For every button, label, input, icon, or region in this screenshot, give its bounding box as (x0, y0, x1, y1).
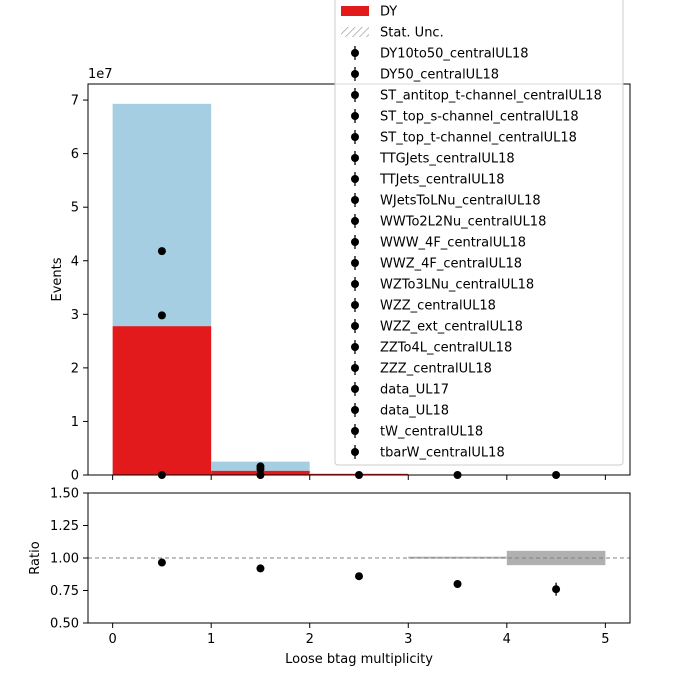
legend-marker (351, 427, 359, 435)
legend-marker (351, 448, 359, 456)
ratio-panel: 0.50 0.75 1.00 1.25 1.50 0 1 2 3 4 5 Loose btag mul… (28, 487, 631, 667)
legend-marker (351, 259, 359, 267)
ratio-point (157, 558, 166, 567)
legend-marker (351, 112, 359, 120)
legend-label: TTGJets_centralUL18 (379, 152, 515, 167)
stacked-bar (112, 103, 212, 327)
legend-marker (351, 196, 359, 204)
legend-label: DY50_centralUL18 (380, 68, 499, 83)
legend-marker (351, 343, 359, 351)
y-tick-label: 0 (71, 469, 79, 484)
legend-label: tbarW_centralUL18 (380, 446, 505, 461)
x-axis-label: Loose btag multiplicity (285, 652, 433, 667)
legend-label: DY (380, 5, 397, 20)
legend-marker (351, 133, 359, 141)
ratio-y-axis-label: Ratio (28, 541, 43, 574)
legend-marker (351, 217, 359, 225)
y-offset-label: 1e7 (88, 67, 113, 82)
ratio-axes-frame (87, 492, 631, 624)
legend-marker (351, 70, 359, 78)
legend-label: ST_top_s-channel_centralUL18 (380, 110, 579, 125)
legend-label: TTJets_centralUL18 (379, 173, 505, 188)
main-panel: 0 1 2 3 4 5 6 7 1e7 Events (50, 67, 631, 484)
legend-marker (351, 364, 359, 372)
legend-label: data_UL18 (380, 404, 449, 419)
legend: DY Stat. Unc. DY10to50_centralUL18 DY50_cen… (334, 0, 624, 466)
y-tick-label: 6 (71, 147, 79, 162)
legend-label: WZZ_ext_centralUL18 (380, 320, 523, 335)
legend-marker (351, 322, 359, 330)
legend-label: WWW_4F_centralUL18 (380, 236, 526, 251)
legend-marker (351, 238, 359, 246)
y-tick-label: 3 (71, 308, 79, 323)
legend-label: ZZZ_centralUL18 (380, 362, 492, 377)
y-axis-label: Events (50, 257, 65, 301)
data-point (157, 247, 166, 256)
x-tick-label: 5 (601, 632, 609, 647)
ratio-y-tick-label: 1.50 (50, 487, 79, 502)
legend-label: ZZTo4L_centralUL18 (380, 341, 512, 356)
uncertainty-band (408, 556, 507, 559)
legend-hatch (341, 27, 369, 37)
ratio-y-tick-label: 0.50 (50, 617, 79, 632)
legend-marker (351, 385, 359, 393)
ratio-y-tick-label: 1.25 (50, 519, 79, 534)
x-tick-label: 2 (306, 632, 314, 647)
data-point (157, 311, 166, 320)
y-tick-label: 4 (71, 254, 79, 269)
x-tick-label: 1 (207, 632, 215, 647)
legend-label: tW_centralUL18 (380, 425, 483, 440)
legend-label: ST_top_t-channel_centralUL18 (380, 131, 577, 146)
legend-label: WJetsToLNu_centralUL18 (380, 194, 541, 209)
ratio-point (355, 572, 363, 581)
y-tick-label: 7 (71, 94, 79, 109)
legend-label: WZZ_centralUL18 (380, 299, 496, 314)
legend-marker (351, 406, 359, 414)
legend-label: WWTo2L2Nu_centralUL18 (380, 215, 546, 230)
legend-label: DY10to50_centralUL18 (380, 47, 529, 62)
legend-marker (351, 154, 359, 162)
ratio-point (552, 585, 561, 594)
ratio-point (453, 580, 462, 588)
legend-patch (341, 6, 369, 16)
legend-marker (351, 91, 359, 99)
legend-marker (351, 280, 359, 288)
legend-marker (351, 175, 359, 183)
legend-label: Stat. Unc. (380, 26, 444, 41)
ratio-y-tick-label: 1.00 (50, 552, 79, 567)
ratio-y-tick-label: 0.75 (50, 584, 79, 599)
x-tick-label: 0 (108, 632, 116, 647)
legend-marker (351, 301, 359, 309)
x-tick-label: 4 (503, 632, 511, 647)
x-tick-label: 3 (404, 632, 412, 647)
legend-label: data_UL17 (380, 383, 449, 398)
data-point (256, 465, 265, 474)
y-tick-label: 1 (71, 415, 79, 430)
y-tick-label: 2 (71, 361, 79, 376)
legend-label: WZTo3LNu_centralUL18 (380, 278, 534, 293)
ratio-point (256, 564, 265, 573)
legend-box (334, 0, 624, 466)
legend-marker (351, 49, 359, 57)
stacked-bar (112, 326, 212, 475)
legend-label: WWZ_4F_centralUL18 (380, 257, 522, 272)
uncertainty-band (506, 550, 606, 566)
y-tick-label: 5 (71, 201, 79, 216)
legend-label: ST_antitop_t-channel_centralUL18 (380, 89, 602, 104)
